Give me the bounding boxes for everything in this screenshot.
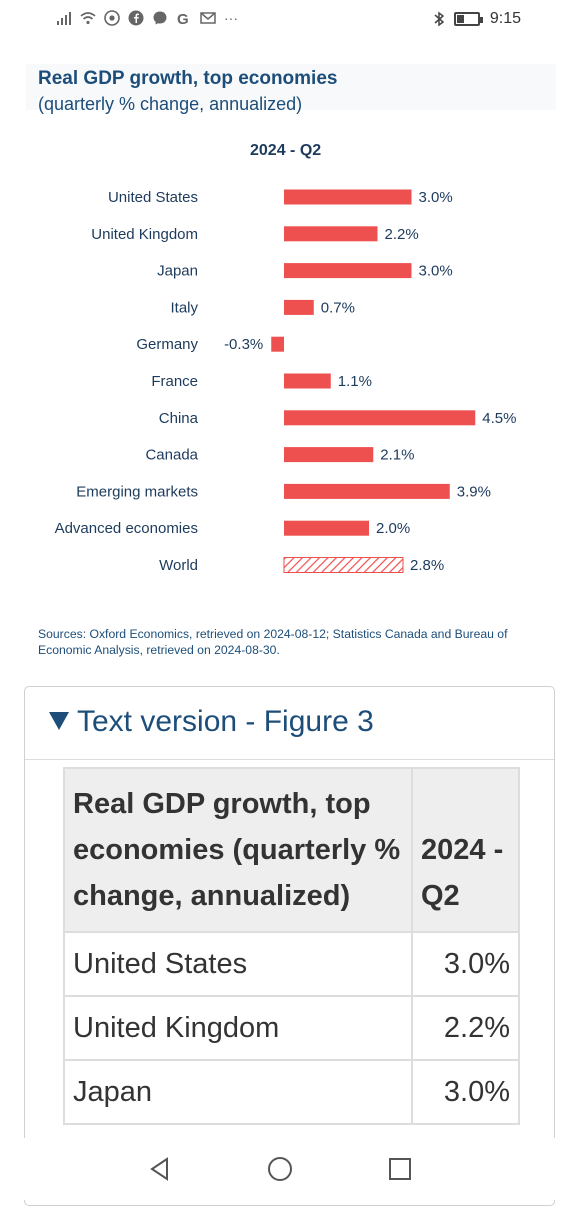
- wifi-icon: [80, 12, 96, 25]
- table-row: United States 3.0%: [63, 931, 520, 997]
- value-label: 2.2%: [385, 226, 419, 243]
- value-label: -0.3%: [224, 336, 263, 353]
- facebook-icon: [128, 10, 144, 26]
- bar: [284, 520, 369, 536]
- title-band: [26, 64, 556, 110]
- bar: [284, 189, 412, 205]
- table-header-period: 2024 - Q2: [411, 767, 520, 933]
- table-row: Japan 3.0%: [63, 1059, 520, 1125]
- category-label: Germany: [136, 336, 198, 353]
- row-value: 3.0%: [411, 931, 520, 997]
- row-value: 2.2%: [411, 995, 520, 1061]
- category-label: Italy: [170, 299, 198, 316]
- bar-chart: United States 3.0% United Kingdom 2.2% Japan…: [55, 189, 517, 574]
- category-label: United Kingdom: [91, 226, 198, 243]
- category-label: France: [151, 373, 198, 390]
- table-header-row: Real GDP growth, top economies (quarterl…: [63, 767, 520, 933]
- home-circle-icon[interactable]: [265, 1154, 295, 1184]
- figure-3: Real GDP growth, top economies (quarterl…: [0, 42, 561, 682]
- chart-subtitle: (quarterly % change, annualized): [38, 94, 303, 114]
- bar: [284, 299, 314, 315]
- bar: [284, 373, 331, 389]
- category-label: Japan: [157, 263, 198, 280]
- table-row: United Kingdom 2.2%: [63, 995, 520, 1061]
- chrome-icon: [104, 10, 120, 26]
- chart-sources: Sources: Oxford Economics, retrieved on …: [38, 627, 508, 657]
- bar: [284, 410, 476, 426]
- row-economy: United Kingdom: [63, 995, 413, 1061]
- text-version-toggle[interactable]: Text version - Figure 3: [25, 687, 554, 760]
- bar: [284, 447, 374, 463]
- battery-icon: [453, 12, 483, 26]
- value-label: 4.5%: [482, 410, 516, 427]
- bar: [284, 263, 412, 279]
- status-icons-right: 9:15: [434, 10, 521, 28]
- back-triangle-icon[interactable]: [145, 1154, 175, 1184]
- value-label: 0.7%: [321, 299, 355, 316]
- bar: [283, 557, 404, 573]
- value-label: 2.0%: [376, 520, 410, 537]
- value-label: 3.0%: [419, 189, 453, 206]
- google-icon: G: [177, 11, 189, 26]
- recents-square-icon[interactable]: [385, 1154, 415, 1184]
- text-version-card: Text version - Figure 3 Real GDP growth,…: [24, 686, 555, 1206]
- value-label: 3.0%: [419, 263, 453, 280]
- bluetooth-icon: [434, 11, 444, 27]
- table-header-economy: Real GDP growth, top economies (quarterl…: [63, 767, 413, 933]
- bar: [284, 483, 450, 499]
- messenger-icon: [153, 11, 167, 25]
- category-label: Emerging markets: [76, 483, 198, 500]
- caret-down-icon: [49, 712, 69, 730]
- status-bar: G ··· 9:15: [0, 0, 561, 42]
- more-icon: ···: [224, 10, 238, 26]
- category-label: China: [159, 410, 199, 427]
- chart-period: 2024 - Q2: [250, 142, 322, 159]
- mail-icon: [200, 12, 216, 24]
- bar: [284, 226, 378, 242]
- value-label: 2.1%: [380, 447, 414, 464]
- status-icons-left: G ···: [56, 10, 238, 26]
- category-label: World: [159, 557, 198, 574]
- value-label: 2.8%: [410, 557, 444, 574]
- signal-icon: [57, 12, 71, 25]
- row-economy: United States: [63, 931, 413, 997]
- category-label: United States: [108, 189, 198, 206]
- category-label: Advanced economies: [55, 520, 198, 537]
- value-label: 3.9%: [457, 483, 491, 500]
- category-label: Canada: [145, 447, 198, 464]
- bar: [271, 336, 284, 352]
- svg-text:G: G: [177, 11, 189, 26]
- row-economy: Japan: [63, 1059, 413, 1125]
- navigation-bar: [0, 1138, 561, 1200]
- status-time: 9:15: [489, 10, 521, 27]
- text-version-heading: Text version - Figure 3: [77, 705, 374, 738]
- value-label: 1.1%: [338, 373, 372, 390]
- row-value: 3.0%: [411, 1059, 520, 1125]
- text-version-table: Real GDP growth, top economies (quarterl…: [63, 767, 520, 1125]
- chart-title: Real GDP growth, top economies: [38, 68, 338, 89]
